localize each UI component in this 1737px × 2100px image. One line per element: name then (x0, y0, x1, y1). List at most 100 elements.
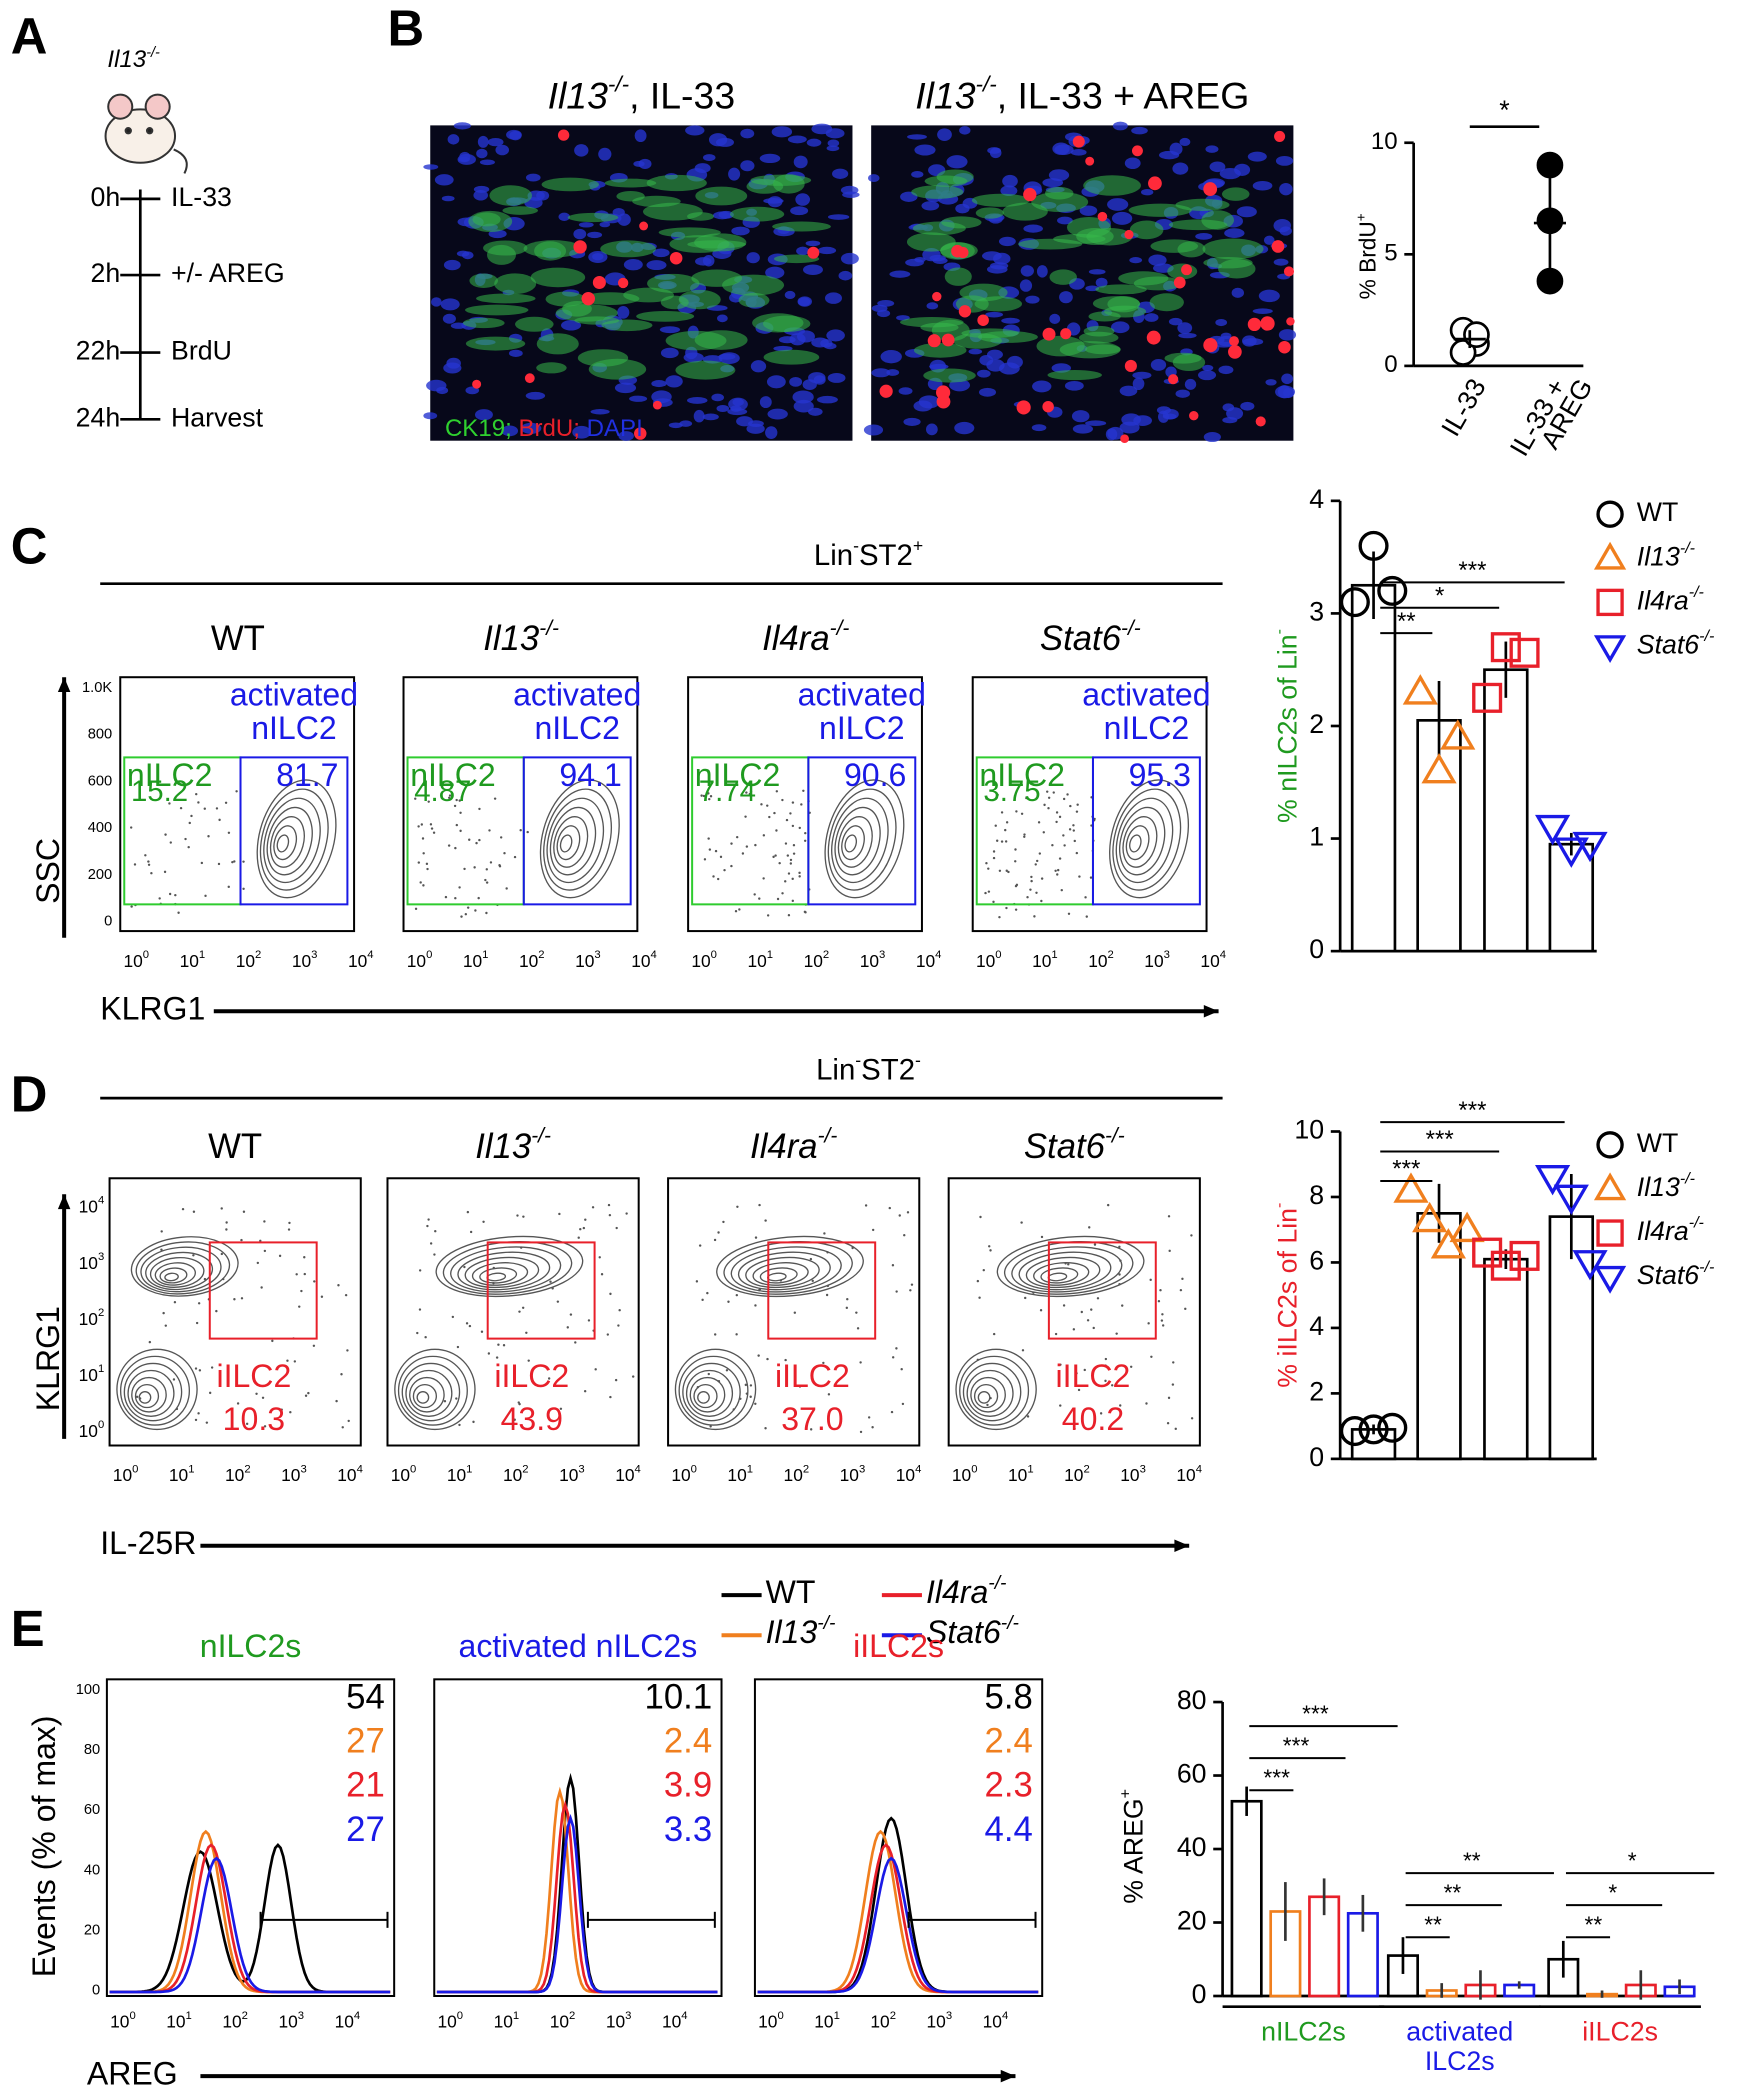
panel-label: E (11, 1600, 45, 1657)
nucleus (574, 144, 589, 157)
event-dot (503, 852, 506, 855)
event-dot (566, 1326, 569, 1329)
text-part: 4 (915, 1463, 921, 1475)
event-dot (421, 837, 425, 840)
nucleus (978, 387, 997, 397)
event-dot (798, 871, 801, 875)
text-part: 10 (615, 1465, 634, 1485)
contour (435, 1235, 584, 1298)
epithelium (977, 331, 1038, 343)
text-part: 10 (983, 2011, 1002, 2031)
tick-label: 100 (123, 949, 149, 971)
brdu-cell (669, 251, 683, 265)
text-part: WT (766, 1575, 816, 1611)
nucleus (826, 145, 840, 152)
event-dot (233, 1298, 236, 1301)
epithelium (1047, 370, 1102, 381)
event-dot (1056, 873, 1059, 876)
text-part: -/- (1680, 539, 1695, 557)
tick-label: 101 (166, 2010, 192, 2032)
event-dot (608, 1213, 612, 1217)
text-part: -/- (146, 45, 160, 61)
event-dot (502, 1344, 506, 1347)
nucleus (1224, 228, 1245, 238)
event-dot (192, 1210, 196, 1213)
axis-label: Lin-ST2+ (814, 535, 923, 571)
nucleus (634, 129, 647, 143)
text-part: 10 (407, 950, 426, 970)
event-dot (303, 1256, 306, 1259)
contour (164, 1272, 179, 1282)
contour (678, 1355, 749, 1426)
event-dot (713, 1238, 717, 1242)
text-part: 10 (292, 950, 311, 970)
text-part: 3 (300, 1463, 306, 1475)
gate-value: 3.9 (664, 1767, 712, 1805)
brdu-cell (1120, 434, 1129, 444)
event-dot (1054, 1332, 1058, 1336)
brdu-cell (1124, 359, 1137, 372)
event-dot (465, 1322, 469, 1325)
text-part: + (913, 535, 923, 555)
event-dot (181, 1207, 185, 1211)
gate (1047, 1241, 1157, 1340)
event-dot (1083, 1368, 1086, 1372)
contour (543, 788, 612, 891)
event-dot (1149, 1278, 1152, 1282)
contour (549, 806, 597, 876)
event-dot (735, 1333, 738, 1336)
brdu-cell (1274, 130, 1286, 142)
event-dot (225, 1221, 228, 1224)
text-part: 10 (671, 1465, 690, 1485)
text-part: 10 (519, 950, 538, 970)
text-part: -/- (539, 616, 559, 639)
event-dot (289, 1411, 292, 1414)
event-dot (1033, 915, 1036, 918)
tick-label: 103 (292, 949, 318, 971)
text-part: 10 (747, 950, 766, 970)
event-dot (220, 1207, 223, 1210)
event-dot (556, 1300, 560, 1303)
event-dot (1014, 848, 1017, 851)
text-part: -/- (1121, 616, 1141, 639)
event-dot (422, 884, 425, 887)
event-dot (513, 1418, 516, 1421)
event-dot (1029, 888, 1032, 891)
tick-label: 103 (79, 1251, 105, 1273)
text-part: 2 (538, 949, 544, 961)
significance-label: *** (1426, 1126, 1454, 1153)
contour (259, 788, 329, 891)
histogram-curve (757, 1856, 1039, 1994)
event-dot (811, 1279, 814, 1283)
nucleus (1031, 424, 1047, 432)
epithelium (515, 316, 554, 332)
text-part: 0 (691, 1463, 697, 1475)
histogram-curve (109, 1829, 391, 1994)
text-part: 10 (1032, 950, 1051, 970)
event-dot (753, 893, 756, 896)
nucleus (1095, 277, 1108, 288)
text-part: 4 (1220, 949, 1226, 961)
gate-value: 4.4 (985, 1811, 1033, 1849)
text-part: -/- (1689, 583, 1704, 601)
event-dot (985, 862, 988, 865)
gate-value: 2.4 (664, 1723, 712, 1761)
text-part: 10 (348, 950, 367, 970)
event-dot (1047, 796, 1051, 800)
text-part: 3 (578, 1463, 584, 1475)
plot-frame (947, 1177, 1201, 1447)
contour (959, 1355, 1030, 1426)
tick-label: 101 (747, 949, 773, 971)
event-dot (614, 1378, 618, 1382)
epithelium (502, 206, 539, 215)
event-dot (1007, 870, 1010, 874)
nucleus (784, 290, 796, 300)
text-part: Stat6 (1024, 1128, 1106, 1166)
event-dot (781, 892, 784, 895)
y-tick-label: 100 (76, 1682, 101, 1698)
event-dot (418, 1308, 422, 1311)
nucleus (618, 431, 634, 441)
data-point (1535, 814, 1571, 846)
text-part: 10 (1120, 1465, 1139, 1485)
text-part: 10 (1064, 1465, 1083, 1485)
